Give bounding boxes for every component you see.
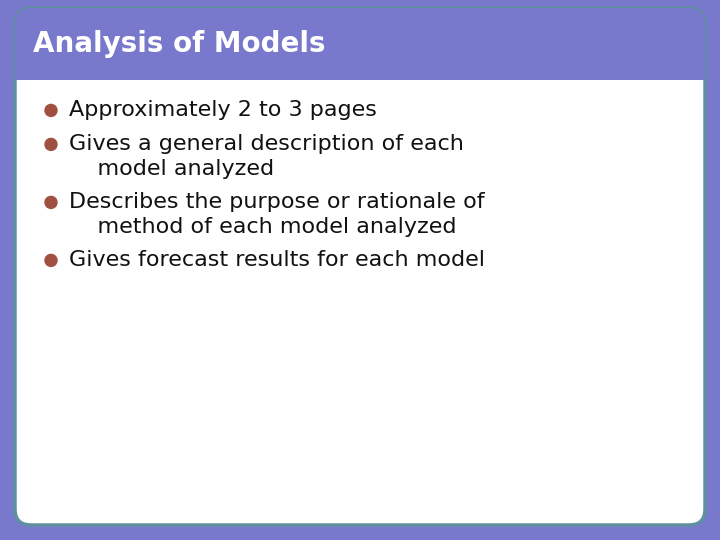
Text: Describes the purpose or rationale of
    method of each model analyzed: Describes the purpose or rationale of me… — [69, 192, 485, 237]
Circle shape — [45, 104, 57, 117]
Circle shape — [45, 254, 57, 266]
Text: Analysis of Models: Analysis of Models — [33, 30, 325, 58]
Bar — [15, 62, 705, 80]
Circle shape — [45, 197, 57, 208]
FancyBboxPatch shape — [15, 8, 705, 525]
Text: Gives a general description of each
    model analyzed: Gives a general description of each mode… — [69, 134, 464, 179]
FancyBboxPatch shape — [15, 8, 705, 80]
Text: Approximately 2 to 3 pages: Approximately 2 to 3 pages — [69, 100, 377, 120]
Text: Gives forecast results for each model: Gives forecast results for each model — [69, 250, 485, 270]
Circle shape — [45, 138, 57, 151]
